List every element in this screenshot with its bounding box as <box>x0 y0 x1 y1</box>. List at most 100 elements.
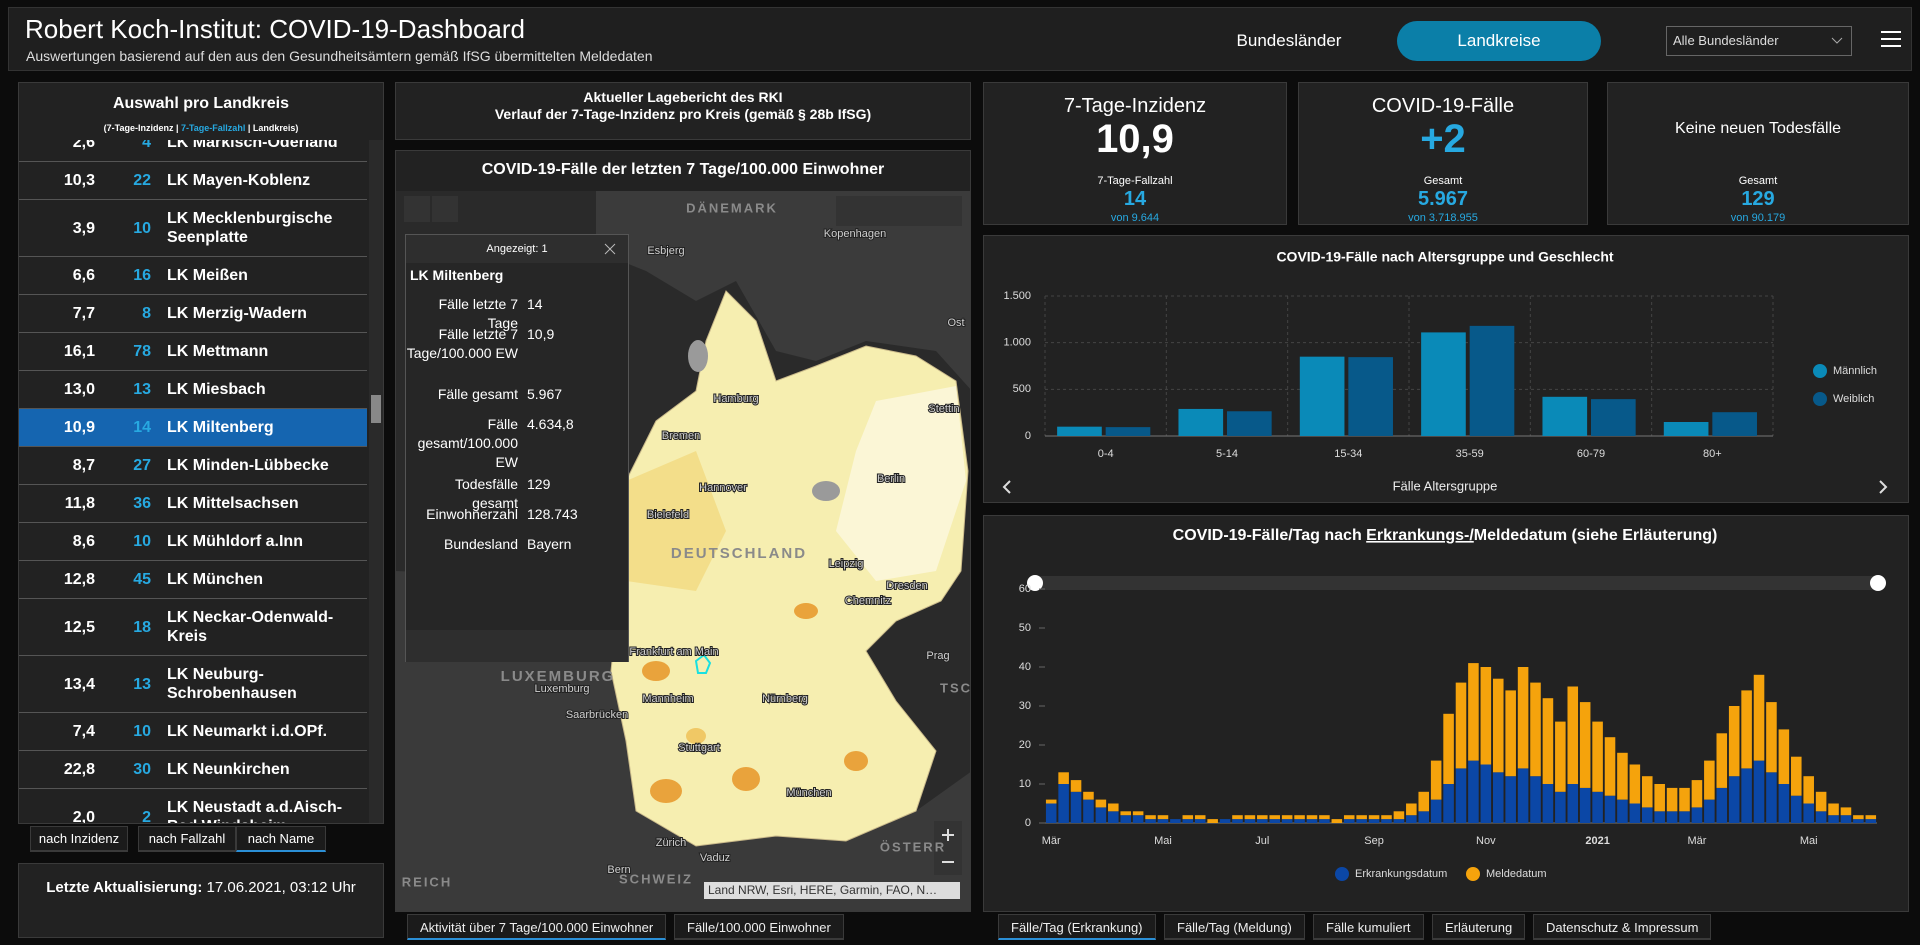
sort-button[interactable]: nach Name <box>236 826 326 852</box>
list-row[interactable]: 12,5 18 LK Neckar-Odenwald-Kreis <box>19 599 367 656</box>
daily-chart-panel <box>983 515 1909 912</box>
kpi-sub-value: 129 <box>1741 188 1775 210</box>
tab[interactable]: Fälle/Tag (Erkrankung) <box>998 914 1156 940</box>
list-row[interactable]: 22,8 30 LK Neunkirchen <box>19 751 367 789</box>
map-toolbar[interactable] <box>836 196 962 226</box>
report-line: Aktueller Lagebericht des RKI <box>583 89 783 105</box>
case-count: 36 <box>133 495 151 512</box>
header-tab[interactable]: Landkreise <box>1397 21 1601 61</box>
field-value: 4.634,8 <box>527 416 574 432</box>
map-label: Leipzig <box>829 558 864 570</box>
map-label: Bremen <box>662 430 701 442</box>
incidence: 2,6 <box>72 140 95 151</box>
map-land <box>596 191 970 389</box>
kpi-sub-label: Gesamt <box>1423 175 1463 187</box>
tab[interactable]: Aktivität über 7 Tage/100.000 Einwohner <box>407 914 667 940</box>
map-label: Hamburg <box>713 393 758 405</box>
list-row[interactable]: 10,9 14 LK Miltenberg <box>19 409 367 447</box>
map-label: Ost <box>947 317 964 329</box>
district-name: LK Neunkirchen <box>167 761 290 778</box>
map-tool[interactable] <box>432 196 458 222</box>
list-row[interactable]: 13,4 13 LK Neuburg-Schrobenhausen <box>19 656 367 713</box>
dropdown[interactable]: Alle Bundesländer <box>1666 26 1852 56</box>
map-panel: DÄNEMARK Kopenhagen Esbjerg Ost Hamburg Breme… <box>395 150 971 912</box>
case-count: 10 <box>133 533 151 550</box>
kpi-sub-value: 14 <box>1123 188 1147 210</box>
map-label: Stettin <box>928 403 959 415</box>
district-name: LK Mühldorf a.Inn <box>167 533 303 550</box>
field-label: Fälle gesamt/100.000 EW <box>417 416 518 470</box>
list-row[interactable]: 13,0 13 LK Miesbach <box>19 371 367 409</box>
map-label: Frankfurt am Main <box>629 646 718 658</box>
list-title: Auswahl pro Landkreis <box>112 95 290 112</box>
incidence: 22,8 <box>63 761 95 778</box>
district-name: LK Meißen <box>167 267 248 284</box>
list-row[interactable]: 16,1 78 LK Mettmann <box>19 333 367 371</box>
case-count: 18 <box>133 618 151 636</box>
region <box>794 603 818 619</box>
map-label: SCHWEIZ <box>619 871 693 886</box>
tab[interactable]: Datenschutz & Impressum <box>1533 914 1712 940</box>
list-row[interactable]: 8,7 27 LK Minden-Lübbecke <box>19 447 367 485</box>
map-tool[interactable] <box>404 196 430 222</box>
list-row[interactable]: 6,6 16 LK Meißen <box>19 257 367 295</box>
scroll-thumb[interactable] <box>371 395 381 423</box>
kpi-title: Keine neuen Todesfälle <box>1674 120 1842 137</box>
region <box>686 728 706 744</box>
map-label: Kopenhagen <box>824 228 886 240</box>
dropdown-arrow <box>1831 37 1843 44</box>
map-label: DÄNEMARK <box>686 200 778 215</box>
tab[interactable]: Fälle kumuliert <box>1313 914 1424 940</box>
kpi-sub-total: von 90.179 <box>1730 212 1786 224</box>
district-name: LK Mecklenburgische Seenplatte <box>167 210 333 246</box>
case-count: 10 <box>133 219 151 237</box>
popup-count: Angezeigt: 1 <box>406 235 628 263</box>
kpi-value: +2 <box>1420 117 1466 161</box>
popup-close[interactable] <box>604 243 616 255</box>
list-row[interactable]: 8,6 10 LK Mühldorf a.Inn <box>19 523 367 561</box>
list-row[interactable]: 10,3 22 LK Mayen-Koblenz <box>19 162 367 200</box>
list-row[interactable]: 2,0 2 LK Neustadt a.d.Aisch-Bad Windsheim <box>19 789 367 823</box>
list-row[interactable]: 3,9 10 LK Mecklenburgische Seenplatte <box>19 200 367 257</box>
kpi-card: Keine neuen Todesfälle Gesamt 129 von 90.17… <box>1607 82 1909 225</box>
header-bar: Robert Koch-Institut: COVID-19-Dashboard… <box>8 7 1912 71</box>
header-tab[interactable]: Bundesländer <box>1236 31 1342 50</box>
field-value: 5.967 <box>527 386 563 402</box>
map-label: Esbjerg <box>647 245 684 257</box>
map-label: Nürnberg <box>762 693 808 705</box>
tab[interactable]: Erläuterung <box>1432 914 1526 940</box>
list-row[interactable]: 7,7 8 LK Merzig-Wadern <box>19 295 367 333</box>
sort-button[interactable]: nach Fallzahl <box>138 826 236 852</box>
list-row[interactable]: 11,8 36 LK Mittelsachsen <box>19 485 367 523</box>
district-name: LK Minden-Lübbecke <box>167 457 329 474</box>
list-row[interactable]: 7,4 10 LK Neumarkt i.d.OPf. <box>19 713 367 751</box>
incidence: 12,8 <box>63 571 95 588</box>
incidence: 16,1 <box>63 343 95 360</box>
scrollbar[interactable] <box>369 140 383 823</box>
incidence: 7,4 <box>72 723 95 740</box>
list-row[interactable]: 12,8 45 LK München <box>19 561 367 599</box>
district-name: LK Mettmann <box>167 343 269 360</box>
district-name: LK Neustadt a.d.Aisch-Bad Windsheim <box>167 799 343 823</box>
tab[interactable]: Fälle/Tag (Meldung) <box>1164 914 1305 940</box>
report-box: Aktueller Lagebericht des RKI Verlauf de… <box>395 82 971 140</box>
map-label: Zürich <box>656 837 687 849</box>
district-name: LK Miltenberg <box>167 419 274 436</box>
header-subtitle: Auswertungen basierend auf den aus den G… <box>26 48 653 64</box>
case-count: 10 <box>133 723 151 740</box>
incidence: 2,0 <box>72 808 95 824</box>
map-label: München <box>786 787 831 799</box>
menu-button[interactable] <box>1881 30 1901 48</box>
case-count: 14 <box>133 419 151 436</box>
update-box: Letzte Aktualisierung: 17.06.2021, 03:12… <box>18 863 384 938</box>
case-count: 27 <box>133 457 151 474</box>
sort-button[interactable]: nach Inzidenz <box>30 826 128 852</box>
map-label: Bern <box>607 864 630 876</box>
list-legend: (7-Tage-Inzidenz | 7-Tage-Fallzahl | Lan… <box>19 123 383 133</box>
tab[interactable]: Fälle/100.000 Einwohner <box>674 914 844 940</box>
map-label: Mannheim <box>642 693 693 705</box>
field-label: Fälle letzte 7 Tage/100.000 EW <box>406 326 518 361</box>
list-row[interactable]: 2,6 4 LK Märkisch-Oderland <box>19 140 367 162</box>
